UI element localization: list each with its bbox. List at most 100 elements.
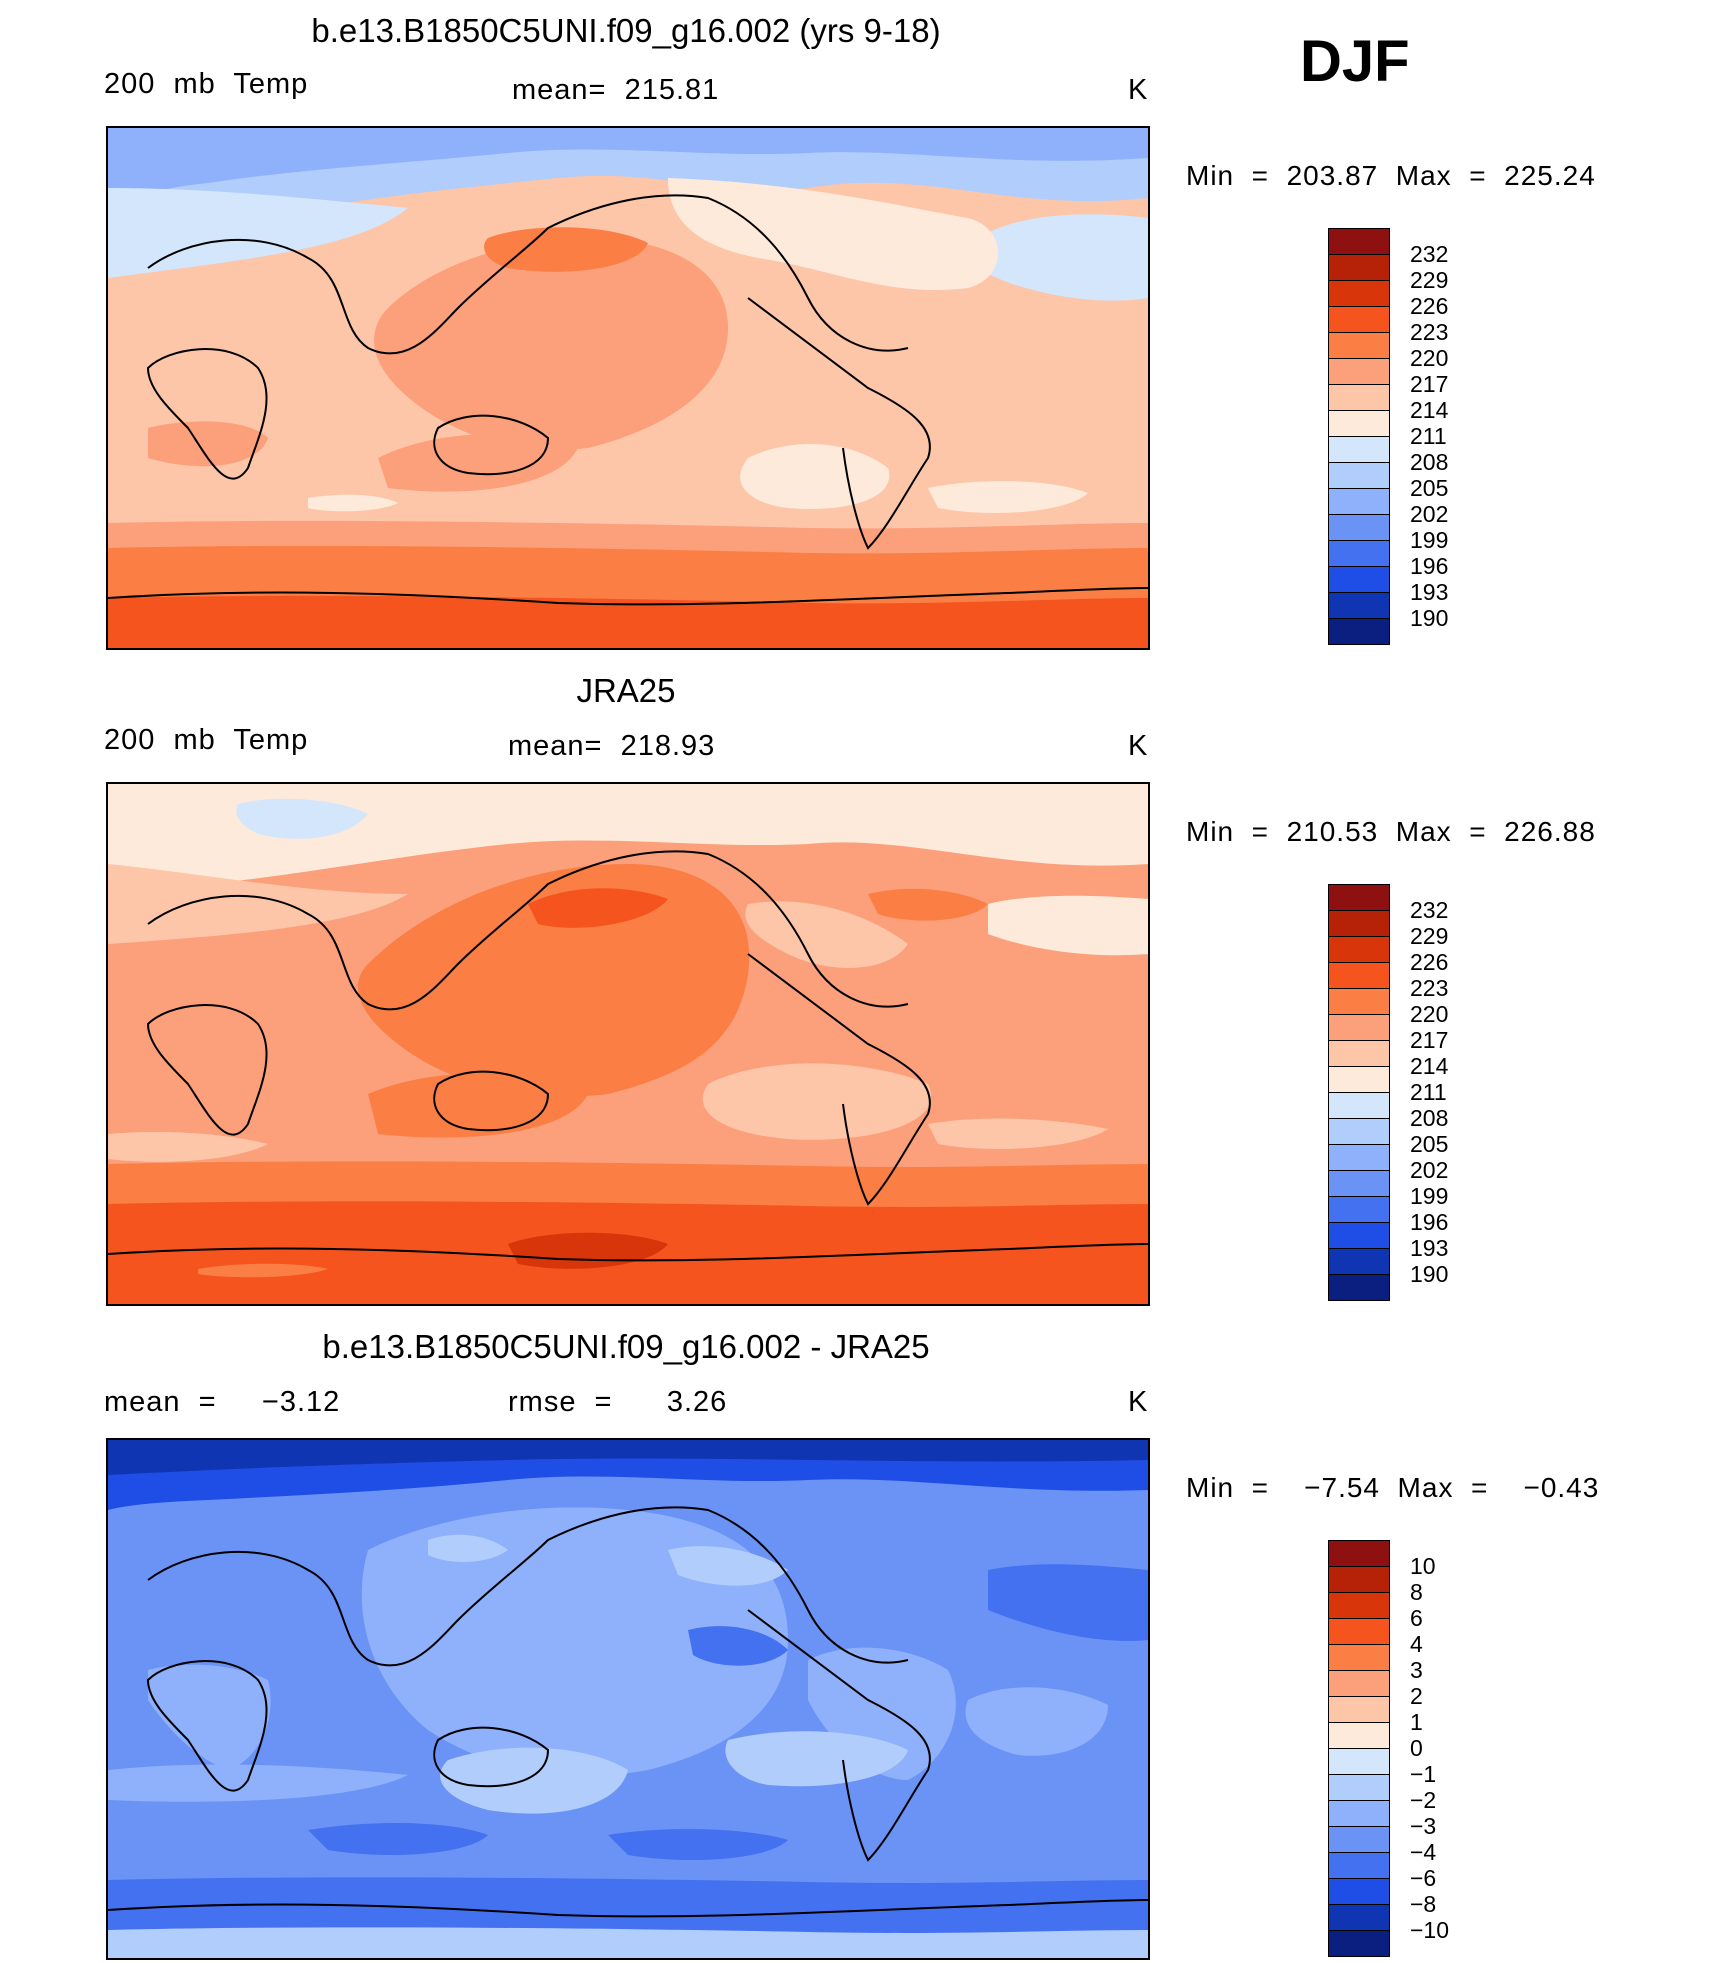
colorbar-swatch bbox=[1328, 437, 1390, 463]
colorbar-tick: −8 bbox=[1410, 1891, 1437, 1917]
variable-label: 200 mb Temp bbox=[104, 724, 309, 756]
colorbar-tick: 196 bbox=[1410, 553, 1449, 579]
colorbar-tick: 190 bbox=[1410, 1261, 1449, 1287]
colorbar-swatch bbox=[1328, 333, 1390, 359]
difference-map bbox=[106, 1438, 1150, 1960]
colorbar-tick: 208 bbox=[1410, 1105, 1449, 1131]
mean-label: mean= 215.81 bbox=[512, 74, 720, 106]
colorbar-tick: 10 bbox=[1410, 1553, 1436, 1579]
colorbar-swatch bbox=[1328, 1619, 1390, 1645]
colorbar-swatch bbox=[1328, 1540, 1390, 1567]
colorbar-swatch bbox=[1328, 1775, 1390, 1801]
colorbar-tick: 205 bbox=[1410, 1131, 1449, 1157]
colorbar-tick: 220 bbox=[1410, 345, 1449, 371]
colorbar-tick: 223 bbox=[1410, 319, 1449, 345]
mean-label: mean= 218.93 bbox=[508, 730, 716, 762]
colorbar-swatch bbox=[1328, 1697, 1390, 1723]
colorbar-swatch bbox=[1328, 1171, 1390, 1197]
colorbar-tick: 199 bbox=[1410, 527, 1449, 553]
panel-title: JRA25 bbox=[576, 672, 676, 709]
colorbar-swatch bbox=[1328, 567, 1390, 593]
minmax-label: Min = 203.87 Max = 225.24 bbox=[1186, 160, 1596, 191]
units-label: K bbox=[1128, 1386, 1149, 1418]
colorbar-tick: 190 bbox=[1410, 605, 1449, 631]
units-label: K bbox=[1128, 730, 1149, 762]
colorbar-swatch bbox=[1328, 1749, 1390, 1775]
colorbar-tick: 205 bbox=[1410, 475, 1449, 501]
colorbar-tick: 193 bbox=[1410, 1235, 1449, 1261]
colorbar-swatch bbox=[1328, 515, 1390, 541]
colorbar-swatch bbox=[1328, 411, 1390, 437]
colorbar-swatch bbox=[1328, 1879, 1390, 1905]
minmax-label: Min = 210.53 Max = 226.88 bbox=[1186, 816, 1596, 847]
colorbar-swatch bbox=[1328, 1827, 1390, 1853]
colorbar-tick: −3 bbox=[1410, 1813, 1437, 1839]
colorbar-tick: 232 bbox=[1410, 897, 1449, 923]
colorbar-tick: 8 bbox=[1410, 1579, 1423, 1605]
panel-title: b.e13.B1850C5UNI.f09_g16.002 - JRA25 bbox=[322, 1328, 930, 1365]
colorbar-tick: 4 bbox=[1410, 1631, 1423, 1657]
colorbar-tick: 229 bbox=[1410, 923, 1449, 949]
colorbar-tick: 3 bbox=[1410, 1657, 1423, 1683]
colorbar-tick: 229 bbox=[1410, 267, 1449, 293]
colorbar-tick: −10 bbox=[1410, 1917, 1450, 1943]
colorbar-swatch bbox=[1328, 255, 1390, 281]
colorbar-swatch bbox=[1328, 1041, 1390, 1067]
colorbar-swatch bbox=[1328, 228, 1390, 255]
panel-title: b.e13.B1850C5UNI.f09_g16.002 (yrs 9-18) bbox=[311, 12, 941, 49]
colorbar-swatch bbox=[1328, 884, 1390, 911]
colorbar-swatch bbox=[1328, 1567, 1390, 1593]
colorbar-swatch bbox=[1328, 989, 1390, 1015]
colorbar-tick: 199 bbox=[1410, 1183, 1449, 1209]
colorbar-swatch bbox=[1328, 1645, 1390, 1671]
colorbar-tick: 0 bbox=[1410, 1735, 1423, 1761]
colorbar-tick: 217 bbox=[1410, 371, 1449, 397]
colorbar-swatch bbox=[1328, 1223, 1390, 1249]
colorbar-swatch bbox=[1328, 307, 1390, 333]
colorbar-swatch bbox=[1328, 1119, 1390, 1145]
colorbar bbox=[1328, 228, 1390, 645]
colorbar bbox=[1328, 1540, 1390, 1957]
colorbar-swatch bbox=[1328, 385, 1390, 411]
colorbar-swatch bbox=[1328, 1275, 1390, 1301]
colorbar-swatch bbox=[1328, 619, 1390, 645]
colorbar-swatch bbox=[1328, 1905, 1390, 1931]
colorbar-swatch bbox=[1328, 1853, 1390, 1879]
colorbar-tick: 202 bbox=[1410, 1157, 1449, 1183]
colorbar-tick: 226 bbox=[1410, 949, 1449, 975]
variable-label: 200 mb Temp bbox=[104, 68, 309, 100]
colorbar-swatch bbox=[1328, 281, 1390, 307]
season-label: DJF bbox=[1300, 29, 1410, 94]
colorbar-swatch bbox=[1328, 963, 1390, 989]
colorbar-tick: 226 bbox=[1410, 293, 1449, 319]
temperature-map bbox=[106, 126, 1150, 650]
colorbar-swatch bbox=[1328, 359, 1390, 385]
minmax-label: Min = −7.54 Max = −0.43 bbox=[1186, 1472, 1600, 1503]
temperature-map bbox=[106, 782, 1150, 1306]
colorbar-tick: 220 bbox=[1410, 1001, 1449, 1027]
colorbar-tick: 6 bbox=[1410, 1605, 1423, 1631]
colorbar-swatch bbox=[1328, 1093, 1390, 1119]
colorbar-swatch bbox=[1328, 937, 1390, 963]
colorbar bbox=[1328, 884, 1390, 1301]
colorbar-tick: 1 bbox=[1410, 1709, 1423, 1735]
colorbar-tick: 196 bbox=[1410, 1209, 1449, 1235]
mean-label: mean = −3.12 bbox=[104, 1386, 341, 1418]
colorbar-tick: 211 bbox=[1410, 423, 1447, 449]
colorbar-swatch bbox=[1328, 911, 1390, 937]
colorbar-swatch bbox=[1328, 1067, 1390, 1093]
colorbar-tick: 232 bbox=[1410, 241, 1449, 267]
colorbar-swatch bbox=[1328, 1197, 1390, 1223]
colorbar-tick: 214 bbox=[1410, 397, 1449, 423]
colorbar-swatch bbox=[1328, 463, 1390, 489]
colorbar-tick: 2 bbox=[1410, 1683, 1423, 1709]
colorbar-swatch bbox=[1328, 1723, 1390, 1749]
colorbar-tick: 202 bbox=[1410, 501, 1449, 527]
colorbar-tick: 193 bbox=[1410, 579, 1449, 605]
colorbar-tick: 208 bbox=[1410, 449, 1449, 475]
colorbar-swatch bbox=[1328, 489, 1390, 515]
colorbar-swatch bbox=[1328, 1593, 1390, 1619]
colorbar-tick: 211 bbox=[1410, 1079, 1447, 1105]
colorbar-tick: −2 bbox=[1410, 1787, 1437, 1813]
colorbar-swatch bbox=[1328, 1931, 1390, 1957]
